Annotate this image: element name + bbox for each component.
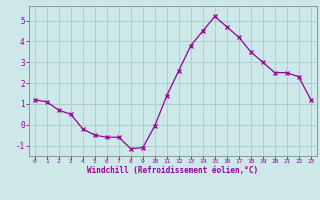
X-axis label: Windchill (Refroidissement éolien,°C): Windchill (Refroidissement éolien,°C) xyxy=(87,166,258,175)
